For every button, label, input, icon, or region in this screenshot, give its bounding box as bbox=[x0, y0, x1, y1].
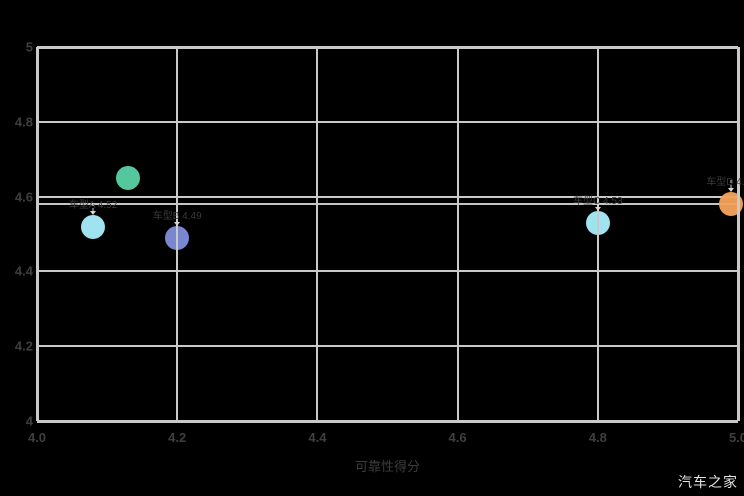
green-point[interactable] bbox=[116, 165, 141, 190]
annotation-arrow-line bbox=[597, 198, 599, 207]
annotation-arrow-line bbox=[92, 202, 94, 211]
x-axis-tick-label: 4.2 bbox=[168, 430, 187, 445]
annotation-arrowhead-icon bbox=[90, 210, 97, 215]
gridline-horizontal bbox=[37, 345, 738, 348]
watermark-autohome: 汽车之家 bbox=[678, 474, 738, 490]
x-axis-tick-label: 4.4 bbox=[308, 430, 327, 445]
gridline-horizontal bbox=[37, 195, 738, 198]
y-axis-tick-label: 4.8 bbox=[14, 114, 33, 130]
gridline-vertical bbox=[737, 47, 740, 421]
gridline-vertical bbox=[316, 47, 319, 421]
y-axis-tick-label: 5 bbox=[25, 39, 33, 55]
gridline-vertical bbox=[176, 47, 179, 421]
gridline-vertical bbox=[456, 47, 459, 421]
y-axis-tick-label: 4 bbox=[25, 413, 33, 429]
gridline-vertical bbox=[36, 47, 39, 421]
gridline-horizontal bbox=[37, 46, 738, 49]
y-axis-tick-label: 4.2 bbox=[14, 338, 33, 354]
y-axis-tick-label: 4.6 bbox=[14, 189, 33, 205]
x-axis-tick-label: 4.6 bbox=[448, 430, 467, 445]
cyan-point-left[interactable] bbox=[81, 214, 106, 239]
gridline-horizontal bbox=[37, 420, 738, 423]
point-annotation-label: 车型D 4.58 bbox=[706, 177, 744, 189]
x-axis-tick-label: 5.0 bbox=[728, 430, 744, 445]
gridline-vertical bbox=[596, 47, 599, 421]
reference-line bbox=[37, 203, 738, 206]
annotation-arrowhead-icon bbox=[594, 206, 601, 211]
gridline-horizontal bbox=[37, 120, 738, 123]
gridline-horizontal bbox=[37, 270, 738, 273]
annotation-arrowhead-icon bbox=[727, 188, 734, 193]
y-axis-tick-label: 4.4 bbox=[14, 263, 33, 279]
x-axis-tick-label: 4.0 bbox=[27, 430, 47, 445]
x-axis-title: 可靠性得分 bbox=[354, 459, 421, 474]
x-axis-tick-label: 4.8 bbox=[588, 430, 607, 445]
annotation-arrowhead-icon bbox=[174, 221, 181, 226]
annotation-arrow-line bbox=[176, 213, 178, 222]
annotation-arrow-line bbox=[730, 180, 732, 189]
